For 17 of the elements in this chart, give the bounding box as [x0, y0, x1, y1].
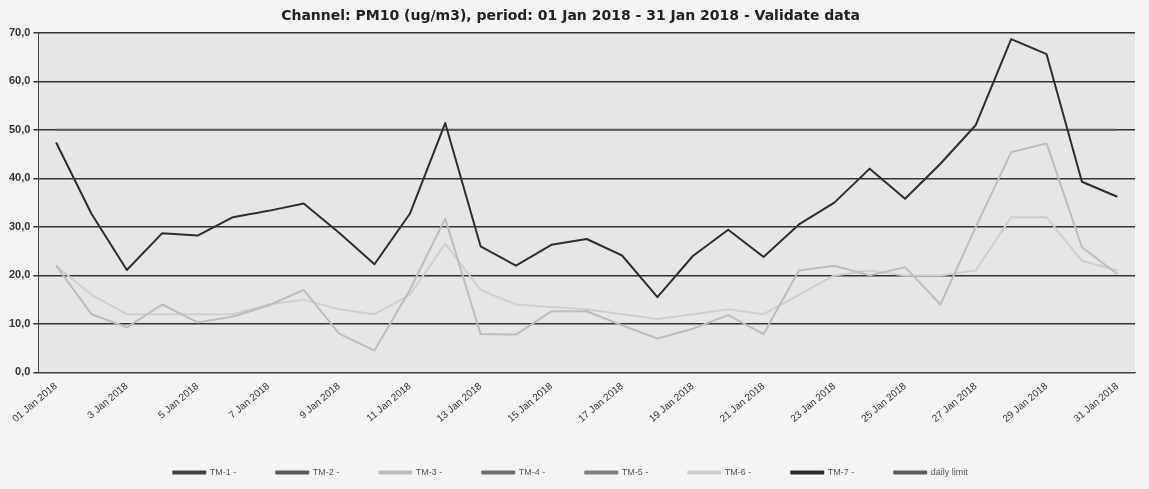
y-tick-label: 30,0 — [8, 219, 31, 232]
chart-title: Channel: PM10 (ug/m3), period: 01 Jan 2018 - 31 Jan 2018 - Validate data — [281, 7, 860, 24]
legend-label: TM-6 - — [724, 466, 752, 477]
legend-label: TM-2 - — [312, 466, 340, 477]
legend-label: TM-1 - — [209, 466, 237, 477]
y-tick-label: 70,0 — [8, 25, 31, 38]
legend-label: TM-5 - — [621, 466, 649, 477]
y-tick-label: 40,0 — [8, 171, 31, 184]
legend-label: TM-3 - — [415, 466, 443, 477]
legend-label: TM-4 - — [518, 466, 546, 477]
y-tick-label: 60,0 — [8, 74, 31, 87]
y-tick-label: 50,0 — [8, 122, 31, 135]
legend-label: daily limit — [930, 466, 969, 477]
y-tick-label: 10,0 — [8, 316, 31, 329]
y-tick-label: 0,0 — [15, 365, 31, 378]
y-tick-label: 20,0 — [8, 268, 31, 281]
legend-label: TM-7 - — [827, 466, 855, 477]
